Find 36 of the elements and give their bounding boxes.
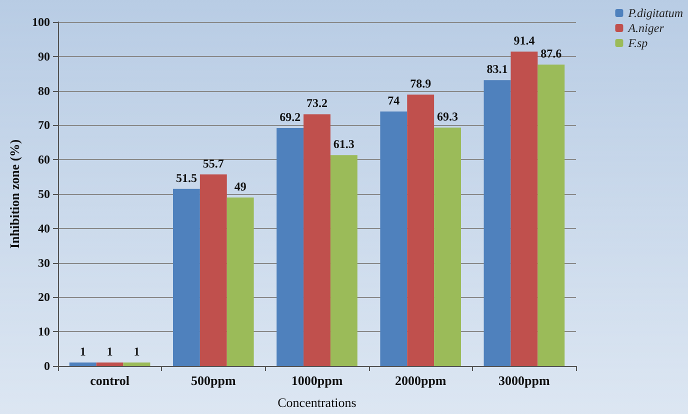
y-tick-label: 30 bbox=[38, 256, 50, 270]
data-label: 87.6 bbox=[540, 46, 562, 61]
x-tick-label: 2000ppm bbox=[394, 373, 446, 388]
data-label: 73.2 bbox=[306, 96, 328, 110]
data-label: 83.1 bbox=[486, 62, 508, 76]
data-label: 74 bbox=[388, 93, 400, 108]
y-axis-title: Inhibition zone (%) bbox=[7, 139, 22, 249]
data-label: 69.3 bbox=[437, 110, 458, 124]
y-tick-label: 40 bbox=[38, 221, 50, 236]
x-tick-label: 3000ppm bbox=[498, 373, 550, 388]
y-tick-label: 60 bbox=[38, 152, 50, 167]
y-tick-label: 50 bbox=[38, 187, 50, 201]
y-tick-label: 20 bbox=[38, 290, 50, 304]
data-label: 55.7 bbox=[202, 156, 224, 170]
legend-label: A.niger bbox=[627, 21, 664, 35]
x-tick-label: 500ppm bbox=[191, 373, 236, 388]
data-label: 61.3 bbox=[333, 137, 354, 152]
data-label: 49 bbox=[234, 179, 246, 194]
y-tick-label: 100 bbox=[32, 15, 50, 29]
data-label: 78.9 bbox=[410, 76, 432, 91]
y-tick-label: 80 bbox=[38, 84, 50, 98]
data-label: 1 bbox=[134, 344, 140, 359]
data-label: 51.5 bbox=[176, 170, 197, 185]
y-tick-label: 0 bbox=[44, 359, 50, 373]
x-tick-label: control bbox=[90, 373, 130, 388]
legend-label: P.digitatum bbox=[627, 6, 684, 20]
data-label: 69.2 bbox=[280, 110, 301, 124]
y-tick-label: 70 bbox=[38, 118, 50, 132]
x-tick-label: 1000ppm bbox=[291, 373, 343, 388]
y-tick-label: 90 bbox=[38, 49, 50, 64]
y-tick-label: 10 bbox=[38, 324, 50, 339]
data-label: 1 bbox=[80, 344, 86, 359]
x-axis-title: Concentrations bbox=[278, 395, 356, 410]
data-label: 91.4 bbox=[514, 34, 535, 48]
data-label: 1 bbox=[106, 344, 113, 359]
legend-label: F.sp bbox=[627, 36, 648, 50]
